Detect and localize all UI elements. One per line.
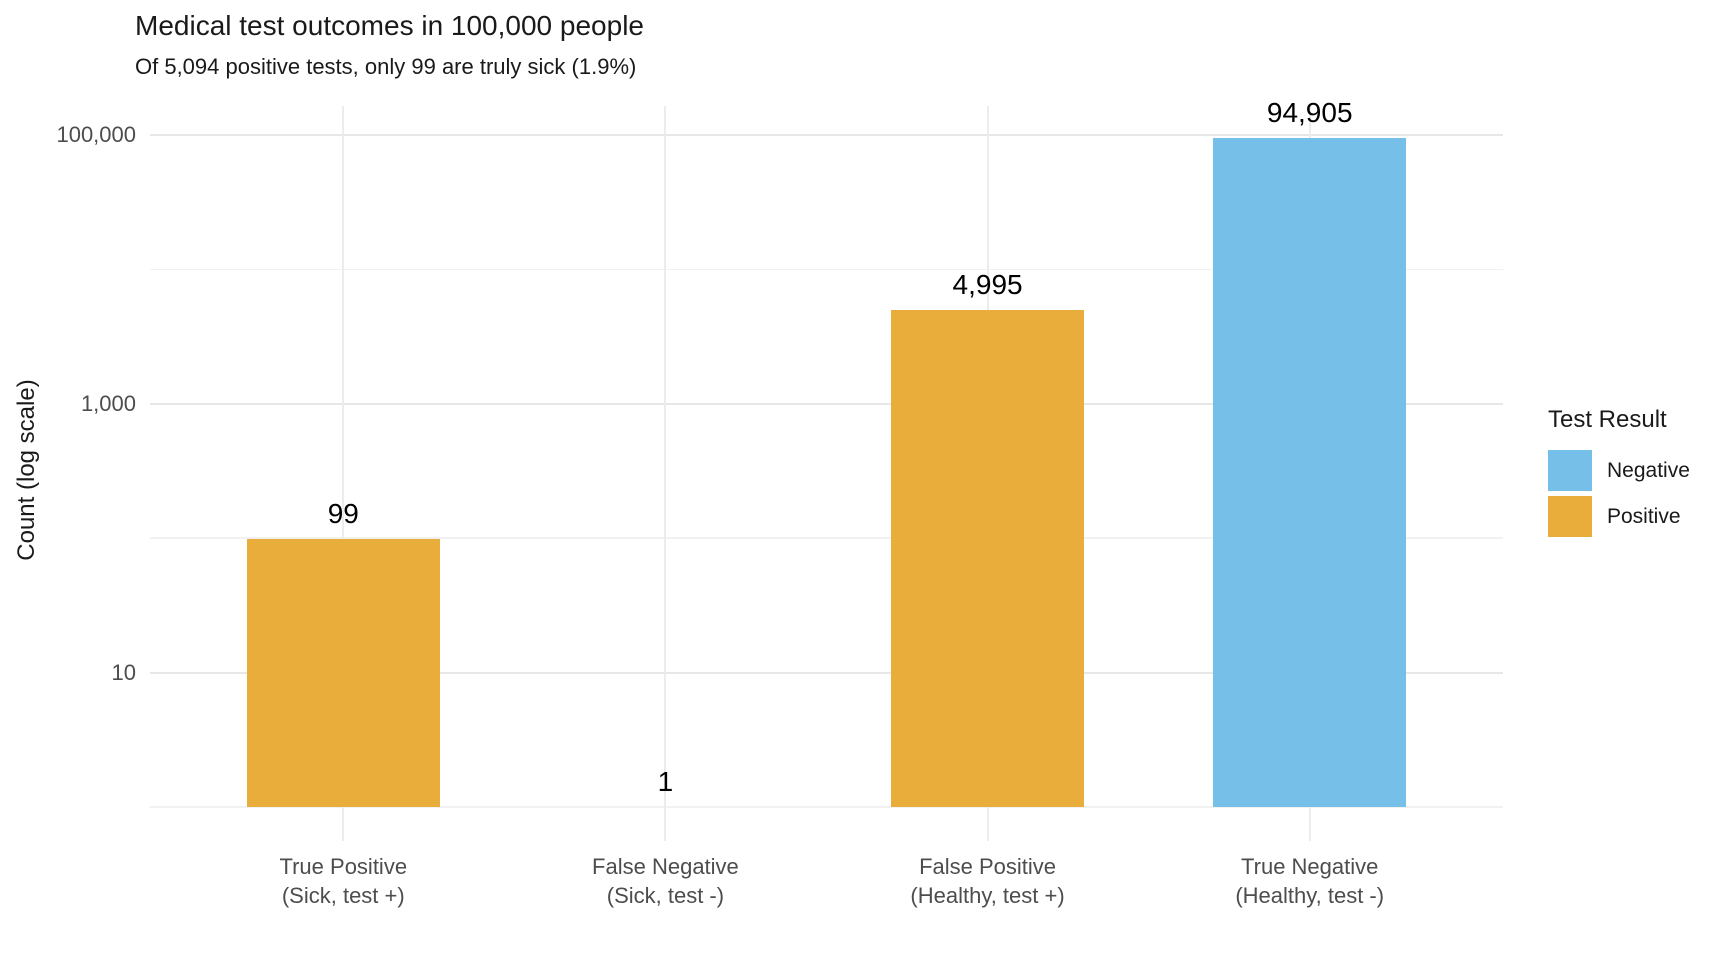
y-major-gridline <box>150 402 1503 405</box>
x-category-label: True Negative (Healthy, test -) <box>1150 852 1470 910</box>
y-major-gridline <box>150 134 1503 136</box>
legend-swatch <box>1548 450 1592 491</box>
legend-label: Negative <box>1607 458 1690 482</box>
bar-value-label: 1 <box>657 766 674 797</box>
legend-item: Negative <box>1548 450 1690 491</box>
y-axis-tick-label: 1,000 <box>80 390 136 416</box>
x-category-label: True Positive (Sick, test +) <box>183 852 503 910</box>
legend-title: Test Result <box>1548 406 1667 433</box>
bar <box>890 309 1085 807</box>
x-category-label-line2: (Sick, test -) <box>606 883 725 908</box>
legend-item: Positive <box>1548 496 1690 537</box>
x-category-label: False Negative (Sick, test -) <box>505 852 825 910</box>
y-minor-gridline <box>150 537 1503 539</box>
y-major-gridline <box>150 671 1503 674</box>
chart-title: Medical test outcomes in 100,000 people <box>135 10 644 41</box>
bar-value-label: 94,905 <box>1266 97 1353 129</box>
y-axis-tick-label: 10 <box>111 659 136 685</box>
bar <box>246 538 440 807</box>
legend-label: Positive <box>1607 504 1681 528</box>
bar <box>1213 138 1407 807</box>
y-axis-title: Count (log scale) <box>13 379 40 561</box>
x-category-label: False Positive (Healthy, test +) <box>828 852 1148 910</box>
legend-swatch <box>1548 496 1592 537</box>
x-category-label-line2: (Sick, test +) <box>281 883 405 908</box>
x-category-label-line1: True Positive <box>279 854 408 879</box>
chart-subtitle: Of 5,094 positive tests, only 99 are tru… <box>135 54 637 79</box>
x-category-label-line2: (Healthy, test +) <box>910 883 1065 908</box>
x-category-label-line1: False Negative <box>592 854 739 879</box>
legend: Test Result Negative Positive <box>1548 404 1690 542</box>
bar-value-label: 99 <box>327 497 359 529</box>
legend-items: Negative Positive <box>1548 450 1690 537</box>
x-major-gridline <box>664 106 667 841</box>
y-minor-gridline <box>150 806 1503 808</box>
x-category-label-line1: True Negative <box>1241 854 1379 879</box>
y-minor-gridline <box>150 268 1503 271</box>
x-category-label-line2: (Healthy, test -) <box>1235 883 1385 908</box>
y-axis-tick-label: 100,000 <box>56 122 136 147</box>
x-category-label-line1: False Positive <box>919 854 1057 879</box>
x-major-gridline <box>342 106 345 841</box>
bar-value-label: 4,995 <box>952 268 1023 300</box>
